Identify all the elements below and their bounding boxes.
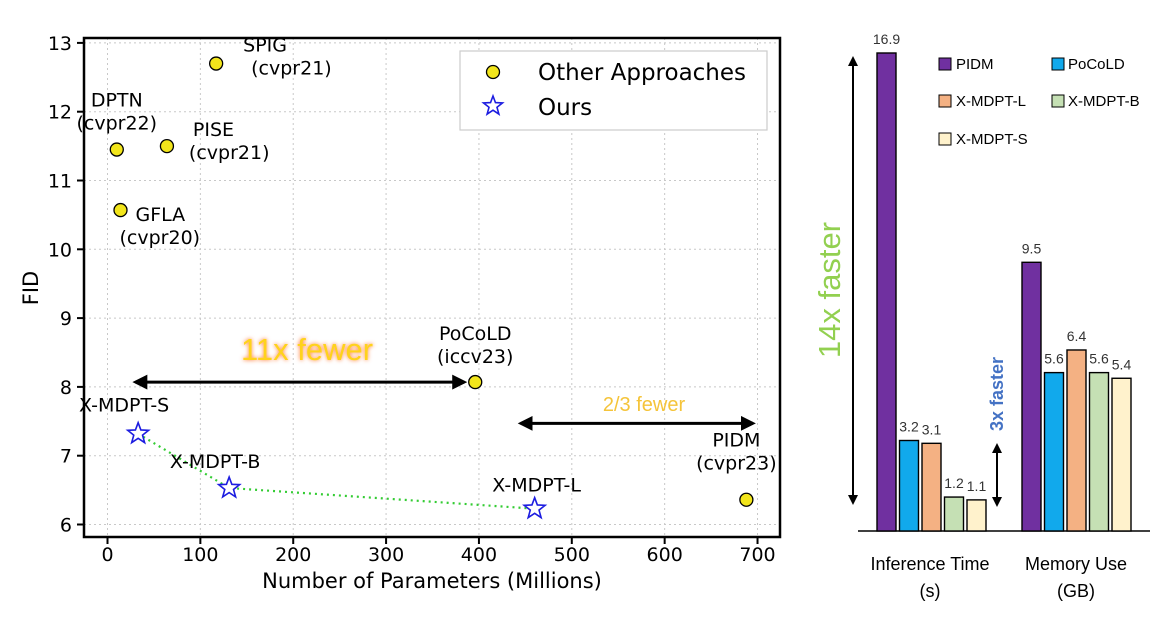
bar [1066, 349, 1087, 532]
scatter-x-axis-title: Number of Parameters (Millions) [262, 569, 602, 593]
point-label-venue: (cvpr22) [76, 113, 157, 135]
bar [1021, 261, 1042, 532]
scatter-y-tick-label: 10 [48, 239, 72, 261]
bar-value-label: 5.6 [1044, 351, 1064, 367]
category-unit-memory-use: (GB) [1057, 581, 1095, 601]
three-x-faster-label: 3x faster [987, 357, 1007, 431]
bar [1043, 371, 1065, 532]
scatter-legend: Other Approaches Ours [459, 50, 768, 131]
bar [1088, 371, 1110, 532]
scatter-y-tick-label: 7 [60, 446, 72, 468]
bar [921, 442, 942, 532]
bar-group: 16.9 9.5 3.2 5.6 3.1 6.4 1.2 5.6 1.1 5.4 [873, 31, 1132, 532]
point-label-name: GFLA [136, 204, 186, 226]
point-label-venue: (cvpr21) [189, 142, 270, 164]
scatter-y-tick-label: 6 [60, 515, 72, 537]
bar-legend-swatch-xmdpt-l [938, 94, 952, 108]
legend-star-marker [481, 93, 505, 116]
scatter-y-tick-label: 9 [60, 308, 72, 330]
point-label-venue: (iccv23) [437, 346, 513, 368]
scatter-y-tick-label: 12 [48, 102, 72, 124]
bar-value-label: 5.4 [1112, 356, 1132, 372]
scatter-grid [84, 38, 780, 537]
scatter-points: SPIG(cvpr21)DPTN(cvpr22) PISE(cvpr21)GFLA… [76, 35, 777, 520]
scatter-plot-frame [82, 36, 782, 539]
bar-value-label: 3.1 [922, 421, 942, 437]
scatter-point-other [159, 138, 175, 154]
scatter-point-other [208, 56, 224, 71]
point-label-venue: (cvpr21) [251, 58, 332, 80]
bar-legend-label-xmdpt-s: X-MDPT-S [956, 131, 1028, 148]
point-label-name: PIDM [712, 430, 760, 452]
bar-value-label: 9.5 [1022, 240, 1042, 256]
scatter-point-ours [216, 474, 242, 499]
bar [898, 439, 920, 532]
bar-value-label: 6.4 [1067, 328, 1087, 344]
category-unit-inference-time: (s) [920, 581, 941, 601]
category-label-inference-time: Inference Time [870, 554, 989, 574]
point-label-ours: X-MDPT-L [492, 475, 581, 497]
scatter-x-tick-label: 500 [554, 544, 590, 566]
scatter-point-other [109, 142, 124, 157]
scatter-y-tick-label: 11 [48, 171, 72, 193]
scatter-x-tick-label: 100 [182, 544, 218, 566]
scatter-y-axis-title: FID [19, 271, 43, 305]
bar-legend-swatch-xmdpt-b [1051, 94, 1065, 108]
bar-value-label: 1.1 [967, 478, 987, 494]
bar-legend-label-xmdpt-l: X-MDPT-L [956, 93, 1026, 110]
category-label-memory-use: Memory Use [1025, 554, 1127, 574]
scatter-x-ticks: 0 100 200 300 400 500 600 700 [101, 537, 776, 566]
point-label-name: SPIG [243, 35, 287, 57]
scatter-y-ticks: 6 7 8 9 10 11 12 13 [48, 33, 84, 537]
bar-value-label: 16.9 [873, 31, 900, 47]
scatter-x-tick-label: 300 [368, 544, 404, 566]
bar-legend-label-pocold: PoCoLD [1068, 56, 1125, 73]
bar-legend-swatch-pidm [938, 57, 952, 71]
bar-value-label: 1.2 [944, 475, 964, 491]
eleven-x-fewer-label: 11x fewer [241, 332, 373, 367]
scatter-x-tick-label: 600 [647, 544, 683, 566]
bar [966, 499, 987, 532]
scatter-y-tick-label: 8 [60, 377, 72, 399]
bar-legend-swatch-pocold [1051, 57, 1065, 71]
bar-legend-label-xmdpt-b: X-MDPT-B [1068, 93, 1140, 110]
point-label-name: PoCoLD [439, 323, 512, 345]
scatter-point-other [113, 202, 128, 218]
bar-value-label: 3.2 [899, 418, 919, 434]
scatter-x-tick-label: 700 [739, 544, 775, 566]
bar-legend-label-pidm: PIDM [956, 56, 994, 73]
bar [876, 52, 897, 532]
scatter-chart: 0 100 200 300 400 500 600 700 6 7 8 9 10 11 12 13 Numb… [19, 33, 782, 593]
legend-box [459, 50, 768, 131]
point-label-venue: (cvpr23) [696, 453, 777, 475]
scatter-point-ours [125, 420, 151, 445]
two-thirds-fewer-label: 2/3 fewer [603, 394, 686, 416]
scatter-point-other [739, 492, 754, 507]
bar-chart: 16.9 9.5 3.2 5.6 3.1 6.4 1.2 5.6 1.1 5.4 PIDM PoC… [812, 31, 1150, 601]
point-label-venue: (cvpr20) [120, 227, 201, 249]
bar-legend: PIDM PoCoLD X-MDPT-L X-MDPT-B X-MDPT-S [938, 56, 1140, 148]
scatter-x-tick-label: 200 [275, 544, 311, 566]
scatter-y-tick-label: 13 [48, 33, 72, 55]
legend-label-other: Other Approaches [538, 60, 746, 86]
point-label-ours: X-MDPT-B [170, 451, 260, 473]
scatter-point-ours [522, 495, 548, 520]
point-label-name: PISE [193, 119, 234, 141]
bar-legend-swatch-xmdpt-s [938, 132, 952, 146]
legend-circle-marker [485, 64, 501, 80]
fourteen-x-faster-label: 14x faster [812, 222, 847, 358]
scatter-x-tick-label: 400 [461, 544, 497, 566]
point-label-name: DPTN [91, 90, 143, 112]
scatter-point-other [468, 374, 483, 390]
point-label-ours: X-MDPT-S [79, 395, 169, 417]
bar [943, 496, 965, 532]
bar [1111, 377, 1132, 532]
scatter-x-tick-label: 0 [101, 544, 113, 566]
legend-label-ours: Ours [538, 95, 592, 121]
bar-value-label: 5.6 [1089, 351, 1109, 367]
